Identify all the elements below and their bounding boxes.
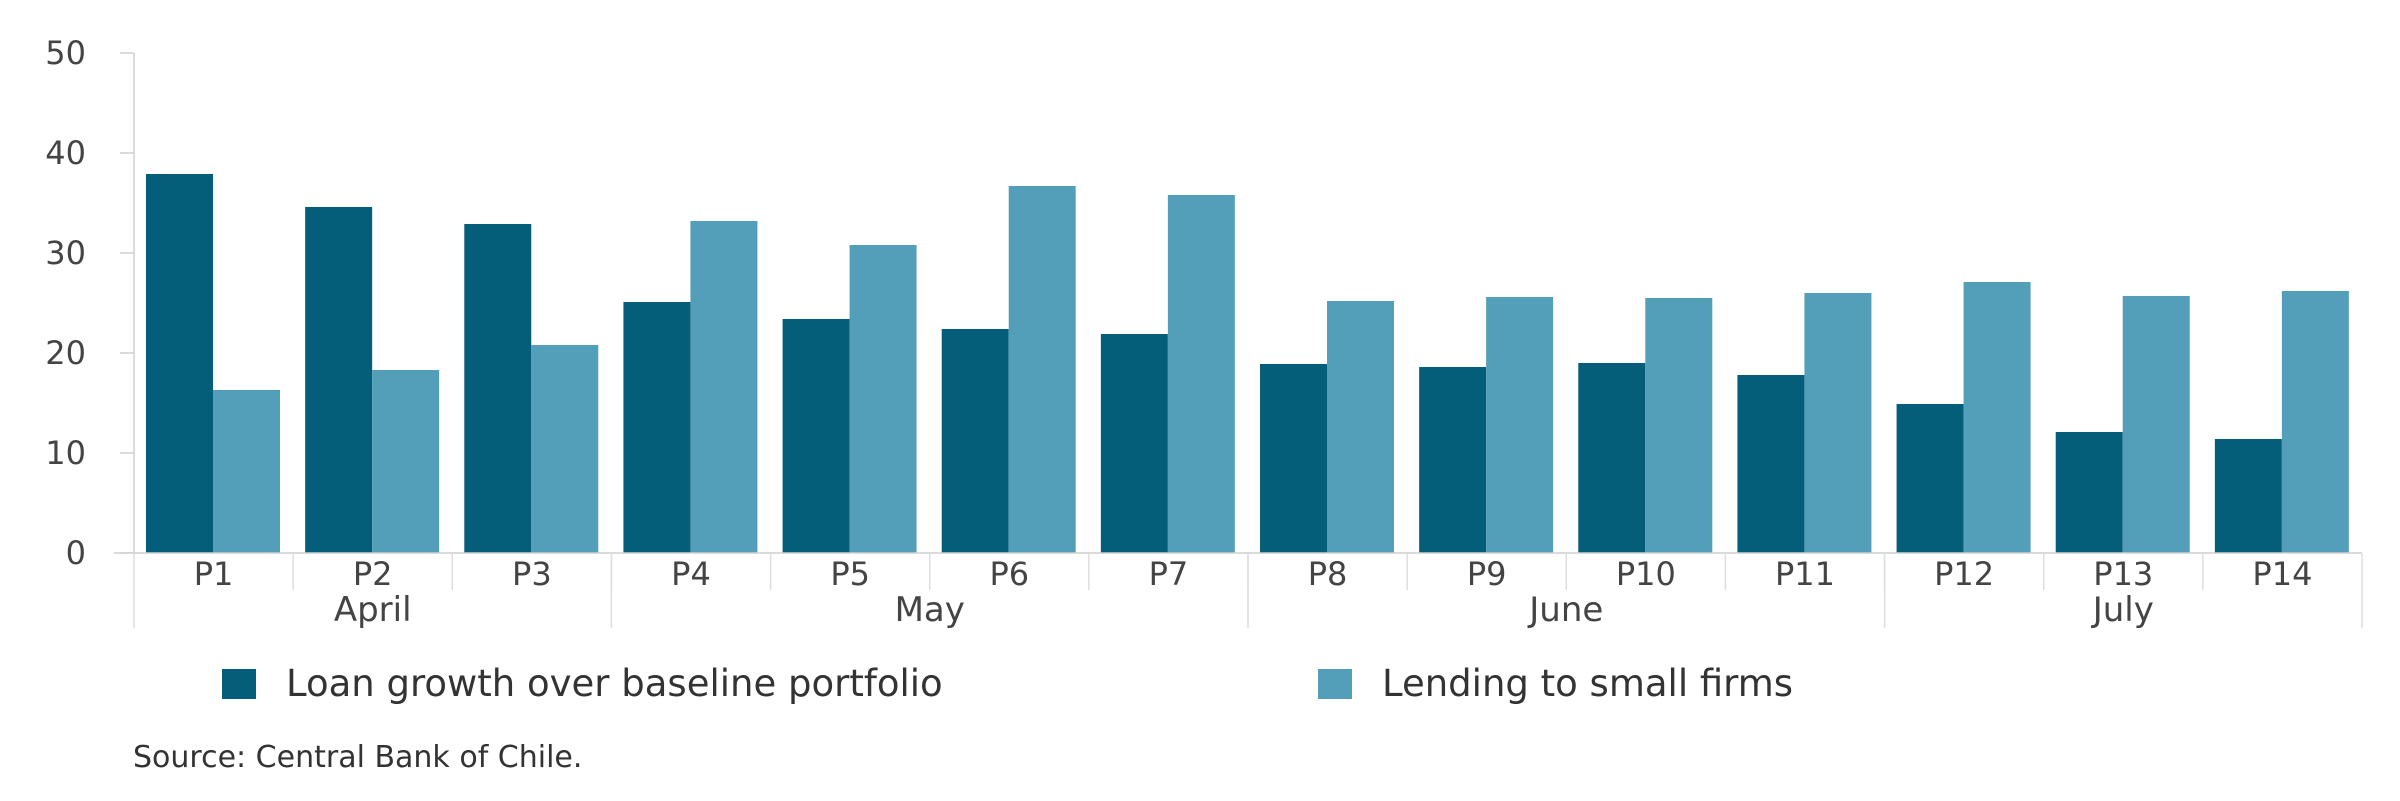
month-group-label: July xyxy=(2091,590,2154,630)
x-tick-label: P3 xyxy=(512,555,552,593)
bar-loan-growth-p6 xyxy=(941,329,1009,553)
y-tick-label: 20 xyxy=(45,334,86,372)
bar-loan-growth-p5 xyxy=(782,319,850,553)
legend-label-small-firms: Lending to small firms xyxy=(1382,662,1794,705)
bar-small-firms-p4 xyxy=(690,221,758,553)
x-tick-label: P7 xyxy=(1149,555,1189,593)
bar-loan-growth-p7 xyxy=(1100,334,1168,553)
bar-small-firms-p10 xyxy=(1645,298,1713,553)
bar-loan-growth-p9 xyxy=(1419,367,1487,553)
bar-small-firms-p1 xyxy=(213,390,280,553)
bar-small-firms-p13 xyxy=(2122,296,2190,553)
x-tick-label: P1 xyxy=(194,555,234,593)
legend-item-small-firms: Lending to small firms xyxy=(1318,662,1793,705)
x-tick-label: P10 xyxy=(1616,555,1676,593)
y-axis: 0 10 20 30 40 50 xyxy=(45,34,135,572)
bar-small-firms-p11 xyxy=(1804,293,1872,553)
bar-small-firms-p9 xyxy=(1486,297,1554,553)
x-tick-label: P14 xyxy=(2252,555,2312,593)
bar-small-firms-p6 xyxy=(1008,186,1076,553)
bar-loan-growth-p13 xyxy=(2055,432,2123,553)
month-group-label: May xyxy=(895,590,965,630)
bar-loan-growth-p2 xyxy=(305,207,373,553)
bar-loan-growth-p1 xyxy=(146,174,213,553)
bar-small-firms-p3 xyxy=(531,345,599,553)
x-tick-label: P5 xyxy=(830,555,870,593)
legend-swatch-loan-growth xyxy=(222,668,256,699)
legend-swatch-small-firms xyxy=(1318,668,1352,699)
bar-loan-growth-p10 xyxy=(1578,363,1646,553)
x-tick-label: P13 xyxy=(2093,555,2153,593)
bar-loan-growth-p4 xyxy=(623,302,691,553)
y-tick-label: 30 xyxy=(45,234,86,272)
x-tick-label: P6 xyxy=(989,555,1029,593)
y-tick-label: 40 xyxy=(45,134,86,172)
bar-loan-growth-p8 xyxy=(1260,364,1327,553)
bar-small-firms-p5 xyxy=(849,245,917,553)
bar-loan-growth-p12 xyxy=(1896,404,1964,553)
month-group-label: April xyxy=(334,590,412,630)
y-tick-label: 10 xyxy=(45,434,86,472)
bar-small-firms-p14 xyxy=(2281,291,2349,553)
bars xyxy=(146,174,2349,553)
month-group-label: June xyxy=(1527,590,1603,630)
source-note: Source: Central Bank of Chile. xyxy=(133,740,583,775)
x-axis: P1 P2 P3 P4 P5 P6 P7 P8 P9 P10 P11 P12 P13 P14 April Ma… xyxy=(114,552,2363,630)
x-tick-label: P11 xyxy=(1775,555,1835,593)
legend-label-loan-growth: Loan growth over baseline portfolio xyxy=(286,662,943,705)
legend-item-loan-growth: Loan growth over baseline portfolio xyxy=(222,662,943,705)
bar-small-firms-p12 xyxy=(1963,282,2031,553)
x-tick-label: P8 xyxy=(1308,555,1348,593)
bar-small-firms-p8 xyxy=(1327,301,1394,553)
bar-small-firms-p7 xyxy=(1167,195,1235,553)
legend: Loan growth over baseline portfolio Lend… xyxy=(0,662,2400,710)
x-tick-label: P4 xyxy=(671,555,711,593)
y-tick-label: 50 xyxy=(45,34,86,72)
bar-loan-growth-p14 xyxy=(2214,439,2282,553)
bar-loan-growth-p11 xyxy=(1737,375,1805,553)
y-tick-label: 0 xyxy=(66,534,86,572)
x-tick-label: P12 xyxy=(1934,555,1994,593)
bar-small-firms-p2 xyxy=(372,370,440,553)
x-tick-label: P9 xyxy=(1467,555,1507,593)
x-tick-label: P2 xyxy=(353,555,393,593)
bar-loan-growth-p3 xyxy=(464,224,532,553)
